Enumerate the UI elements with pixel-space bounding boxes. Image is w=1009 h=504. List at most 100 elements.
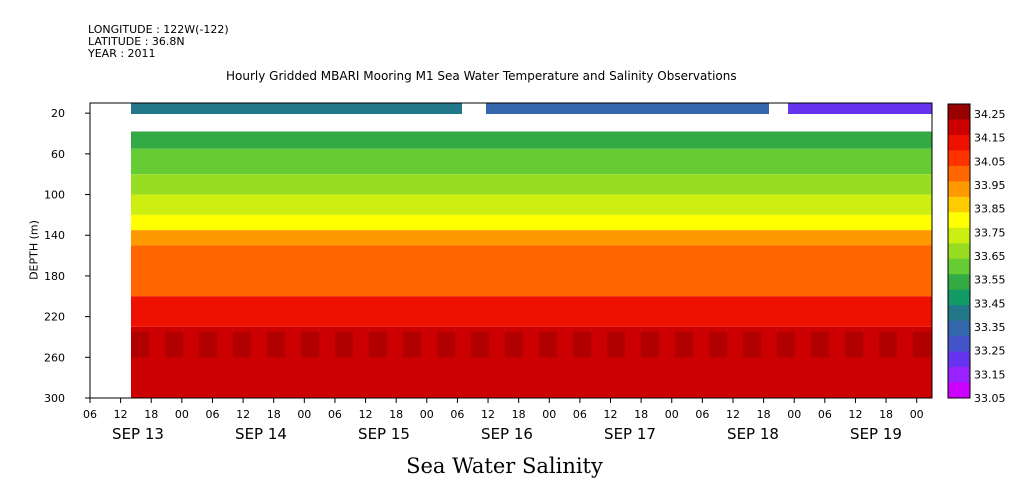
salinity-band-5	[131, 214, 932, 231]
colorbar-segment	[948, 274, 970, 291]
x-hour-label: 00	[420, 408, 434, 421]
x-hour-label: 00	[175, 408, 189, 421]
colorbar-label: 33.05	[974, 392, 1006, 405]
colorbar-segment	[948, 367, 970, 384]
longitude-label: LONGITUDE : 122W(-122)	[88, 23, 229, 36]
colorbar-segment	[948, 165, 970, 182]
x-hour-label: 00	[542, 408, 556, 421]
colorbar-segment	[948, 227, 970, 244]
colorbar-segment	[948, 181, 970, 198]
salinity-band-6	[131, 230, 932, 246]
deep-salinity-patch	[471, 331, 489, 358]
plot-frame	[89, 102, 933, 399]
deep-salinity-patch	[539, 331, 557, 358]
colorbar-label: 33.55	[974, 274, 1006, 287]
colorbar-segment	[948, 258, 970, 275]
salinity-band-3	[131, 174, 932, 195]
colorbar-segment	[948, 305, 970, 322]
x-hour-label: 00	[910, 408, 924, 421]
y-tick-label: 180	[44, 270, 65, 283]
x-hour-label: 18	[634, 408, 648, 421]
x-hour-label: 00	[665, 408, 679, 421]
bottom-title: Sea Water Salinity	[406, 454, 603, 478]
x-hour-label: 12	[236, 408, 250, 421]
x-day-label: SEP 17	[604, 425, 656, 443]
y-tick-label: 220	[44, 311, 65, 324]
deep-salinity-patch	[369, 331, 387, 358]
x-hour-label: 12	[604, 408, 618, 421]
colorbar-frame	[947, 103, 971, 399]
deep-salinity-patch	[199, 331, 217, 358]
x-hour-label: 06	[818, 408, 832, 421]
top-salinity-strip-3	[788, 103, 932, 114]
colorbar-label: 33.85	[974, 203, 1006, 216]
y-tick-label: 60	[51, 148, 65, 161]
top-salinity-strip-2	[486, 103, 769, 114]
y-tick-label: 300	[44, 392, 65, 405]
deep-salinity-patch	[743, 331, 761, 358]
latitude-label: LATITUDE : 36.8N	[88, 35, 185, 48]
x-day-label: SEP 14	[235, 425, 287, 443]
deep-salinity-patch	[505, 331, 523, 358]
salinity-band-1	[131, 128, 932, 149]
colorbar-label: 33.75	[974, 226, 1006, 239]
salinity-band-2	[131, 148, 932, 175]
deep-salinity-patch	[641, 331, 659, 358]
x-hour-label: 12	[114, 408, 128, 421]
deep-salinity-patch	[845, 331, 863, 358]
chart-title: Hourly Gridded MBARI Mooring M1 Sea Wate…	[226, 69, 737, 83]
deep-salinity-patch	[301, 331, 319, 358]
x-hour-label: 06	[695, 408, 709, 421]
colorbar-segment	[948, 212, 970, 229]
deep-salinity-patch	[913, 331, 931, 358]
y-tick-label: 260	[44, 351, 65, 364]
x-day-label: SEP 19	[850, 425, 902, 443]
colorbar-label: 34.25	[974, 108, 1006, 121]
top-salinity-strip-1	[131, 103, 462, 114]
x-hour-label: 06	[450, 408, 464, 421]
x-hour-label: 00	[297, 408, 311, 421]
x-day-label: SEP 16	[481, 425, 533, 443]
x-hour-label: 18	[267, 408, 281, 421]
x-hour-label: 06	[573, 408, 587, 421]
x-hour-label: 18	[512, 408, 526, 421]
colorbar-segment	[948, 243, 970, 260]
x-hour-label: 12	[726, 408, 740, 421]
deep-salinity-patch	[131, 331, 149, 358]
x-hour-label: 18	[879, 408, 893, 421]
colorbar-segment	[948, 104, 970, 120]
colorbar-segment	[948, 150, 970, 167]
colorbar-segment	[948, 119, 970, 136]
deep-salinity-patch	[777, 331, 795, 358]
salinity-band-8	[131, 296, 932, 327]
colorbar-label: 33.95	[974, 179, 1006, 192]
salinity-band-4	[131, 194, 932, 215]
colorbar-segment	[948, 336, 970, 353]
colorbar-label: 34.05	[974, 155, 1006, 168]
colorbar-segment	[948, 382, 970, 399]
deep-salinity-patch	[335, 331, 353, 358]
deep-salinity-patch	[165, 331, 183, 358]
colorbar-segment	[948, 320, 970, 337]
colorbar-label: 34.15	[974, 132, 1006, 145]
x-hour-label: 18	[144, 408, 158, 421]
x-hour-label: 12	[359, 408, 373, 421]
deep-salinity-patch	[573, 331, 591, 358]
salinity-band-7	[131, 245, 932, 297]
x-hour-label: 12	[481, 408, 495, 421]
x-hour-label: 18	[389, 408, 403, 421]
deep-salinity-patch	[607, 331, 625, 358]
x-day-label: SEP 15	[358, 425, 410, 443]
colorbar-segment	[948, 134, 970, 151]
deep-salinity-patch	[709, 331, 727, 358]
y-tick-label: 140	[44, 229, 65, 242]
salinity-band-9	[131, 326, 932, 398]
colorbar-label: 33.15	[974, 368, 1006, 381]
x-day-label: SEP 13	[112, 425, 164, 443]
x-day-label: SEP 18	[727, 425, 779, 443]
deep-salinity-patch	[233, 331, 251, 358]
colorbar-label: 33.25	[974, 345, 1006, 358]
colorbar-label: 33.35	[974, 321, 1006, 334]
deep-salinity-patch	[675, 331, 693, 358]
